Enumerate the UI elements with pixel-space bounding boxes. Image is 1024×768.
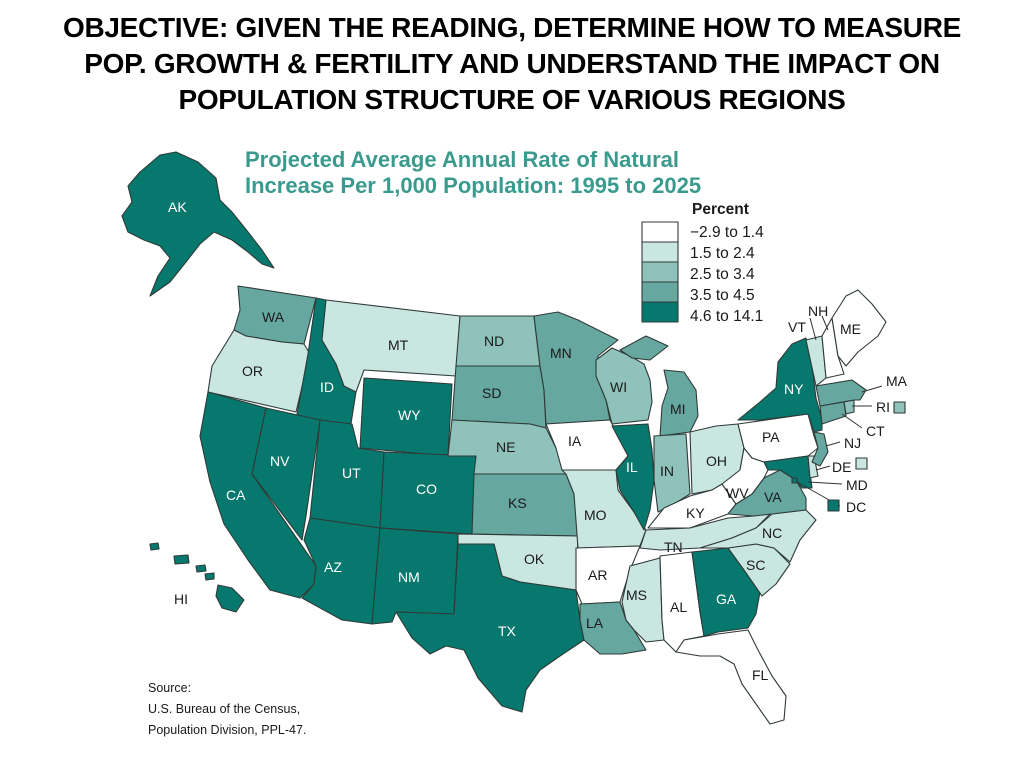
label-mt: MT [388, 337, 409, 353]
label-il: IL [626, 459, 638, 475]
state-nj [811, 431, 829, 467]
label-dc: DC [846, 499, 866, 515]
label-ok: OK [524, 551, 545, 567]
label-co: CO [416, 481, 437, 497]
slide-title-line-3: POPULATION STRUCTURE OF VARIOUS REGIONS [178, 84, 846, 115]
label-ne: NE [496, 439, 515, 455]
label-wv: WV [726, 485, 749, 501]
state-ri [843, 399, 855, 415]
swatch-de [855, 457, 868, 470]
label-tn: TN [664, 539, 683, 555]
legend-label-5: 4.6 to 14.1 [690, 308, 763, 325]
label-ia: IA [568, 433, 582, 449]
label-nv: NV [270, 453, 290, 469]
state-de [807, 455, 819, 479]
label-ky: KY [686, 505, 705, 521]
label-hi: HI [174, 591, 188, 607]
label-or: OR [242, 363, 263, 379]
label-va: VA [764, 489, 782, 505]
legend-label-3: 2.5 to 3.4 [690, 266, 755, 283]
label-wi: WI [610, 379, 627, 395]
label-id: ID [320, 379, 334, 395]
label-nc: NC [762, 525, 782, 541]
state-me [831, 289, 887, 367]
state-fl [675, 629, 787, 725]
label-fl: FL [752, 667, 769, 683]
label-mn: MN [550, 345, 572, 361]
map-title-line-1: Projected Average Annual Rate of Natural [245, 147, 679, 172]
label-al: AL [670, 599, 687, 615]
map-title-line-2: Increase Per 1,000 Population: 1995 to 2… [245, 173, 701, 198]
state-labels: AK HI WA OR CA ID NV MT WY UT CO AZ NM N… [168, 199, 908, 683]
legend-label-2: 1.5 to 2.4 [690, 245, 755, 262]
legend-swatch-2 [641, 241, 679, 263]
state-ak [121, 151, 275, 297]
legend-swatch-3 [641, 261, 679, 283]
label-nj: NJ [844, 435, 861, 451]
state-nh [821, 317, 845, 379]
label-ks: KS [508, 495, 527, 511]
label-vt: VT [788, 319, 806, 335]
label-ak: AK [168, 199, 187, 215]
label-nh: NH [808, 303, 828, 319]
label-ut: UT [342, 465, 361, 481]
state-nv [251, 407, 321, 541]
label-wy: WY [398, 407, 421, 423]
legend-swatch-1 [641, 221, 679, 243]
label-sd: SD [482, 385, 501, 401]
legend-label-1: −2.9 to 1.4 [690, 224, 764, 241]
label-in: IN [660, 463, 674, 479]
legend-swatch-5 [641, 301, 679, 323]
state-nc [699, 509, 817, 563]
label-ct: CT [866, 423, 885, 439]
state-ma [815, 379, 867, 407]
source-line-2: U.S. Bureau of the Census, [148, 702, 300, 716]
label-sc: SC [746, 557, 765, 573]
legend: Percent −2.9 to 1.4 1.5 to 2.4 2.5 to 3.… [641, 201, 764, 325]
source-line-1: Source: [148, 681, 191, 695]
state-dc [791, 477, 798, 484]
label-ma: MA [886, 373, 908, 389]
state-tx [395, 543, 585, 713]
state-la [579, 601, 647, 655]
label-ar: AR [588, 567, 607, 583]
label-ny: NY [784, 381, 804, 397]
label-nd: ND [484, 333, 504, 349]
label-de: DE [832, 459, 851, 475]
label-ga: GA [716, 591, 737, 607]
state-wi [595, 347, 653, 425]
label-la: LA [586, 615, 604, 631]
label-mi: MI [670, 401, 686, 417]
label-ri: RI [876, 399, 890, 415]
source-note: Source: U.S. Bureau of the Census, Popul… [148, 681, 306, 737]
label-me: ME [840, 321, 861, 337]
legend-label-4: 3.5 to 4.5 [690, 287, 755, 304]
swatch-ri [893, 401, 906, 414]
state-ny [737, 337, 823, 433]
swatch-dc [827, 499, 840, 512]
state-il [611, 423, 655, 531]
label-mo: MO [584, 507, 607, 523]
label-nm: NM [398, 569, 420, 585]
label-tx: TX [498, 623, 517, 639]
label-ms: MS [626, 587, 647, 603]
label-ca: CA [226, 487, 246, 503]
legend-swatch-4 [641, 281, 679, 303]
source-line-3: Population Division, PPL-47. [148, 723, 306, 737]
slide-title-line-1: OBJECTIVE: GIVEN THE READING, DETERMINE … [62, 12, 962, 43]
legend-heading: Percent [692, 201, 749, 218]
label-pa: PA [762, 429, 780, 445]
label-oh: OH [706, 453, 727, 469]
slide-title: OBJECTIVE: GIVEN THE READING, DETERMINE … [20, 10, 1004, 118]
state-hi [149, 542, 245, 613]
label-wa: WA [262, 309, 285, 325]
label-md: MD [846, 477, 868, 493]
leader-lines [796, 315, 883, 507]
label-az: AZ [324, 559, 342, 575]
slide-title-line-2: POP. GROWTH & FERTILITY AND UNDERSTAND T… [84, 48, 940, 79]
